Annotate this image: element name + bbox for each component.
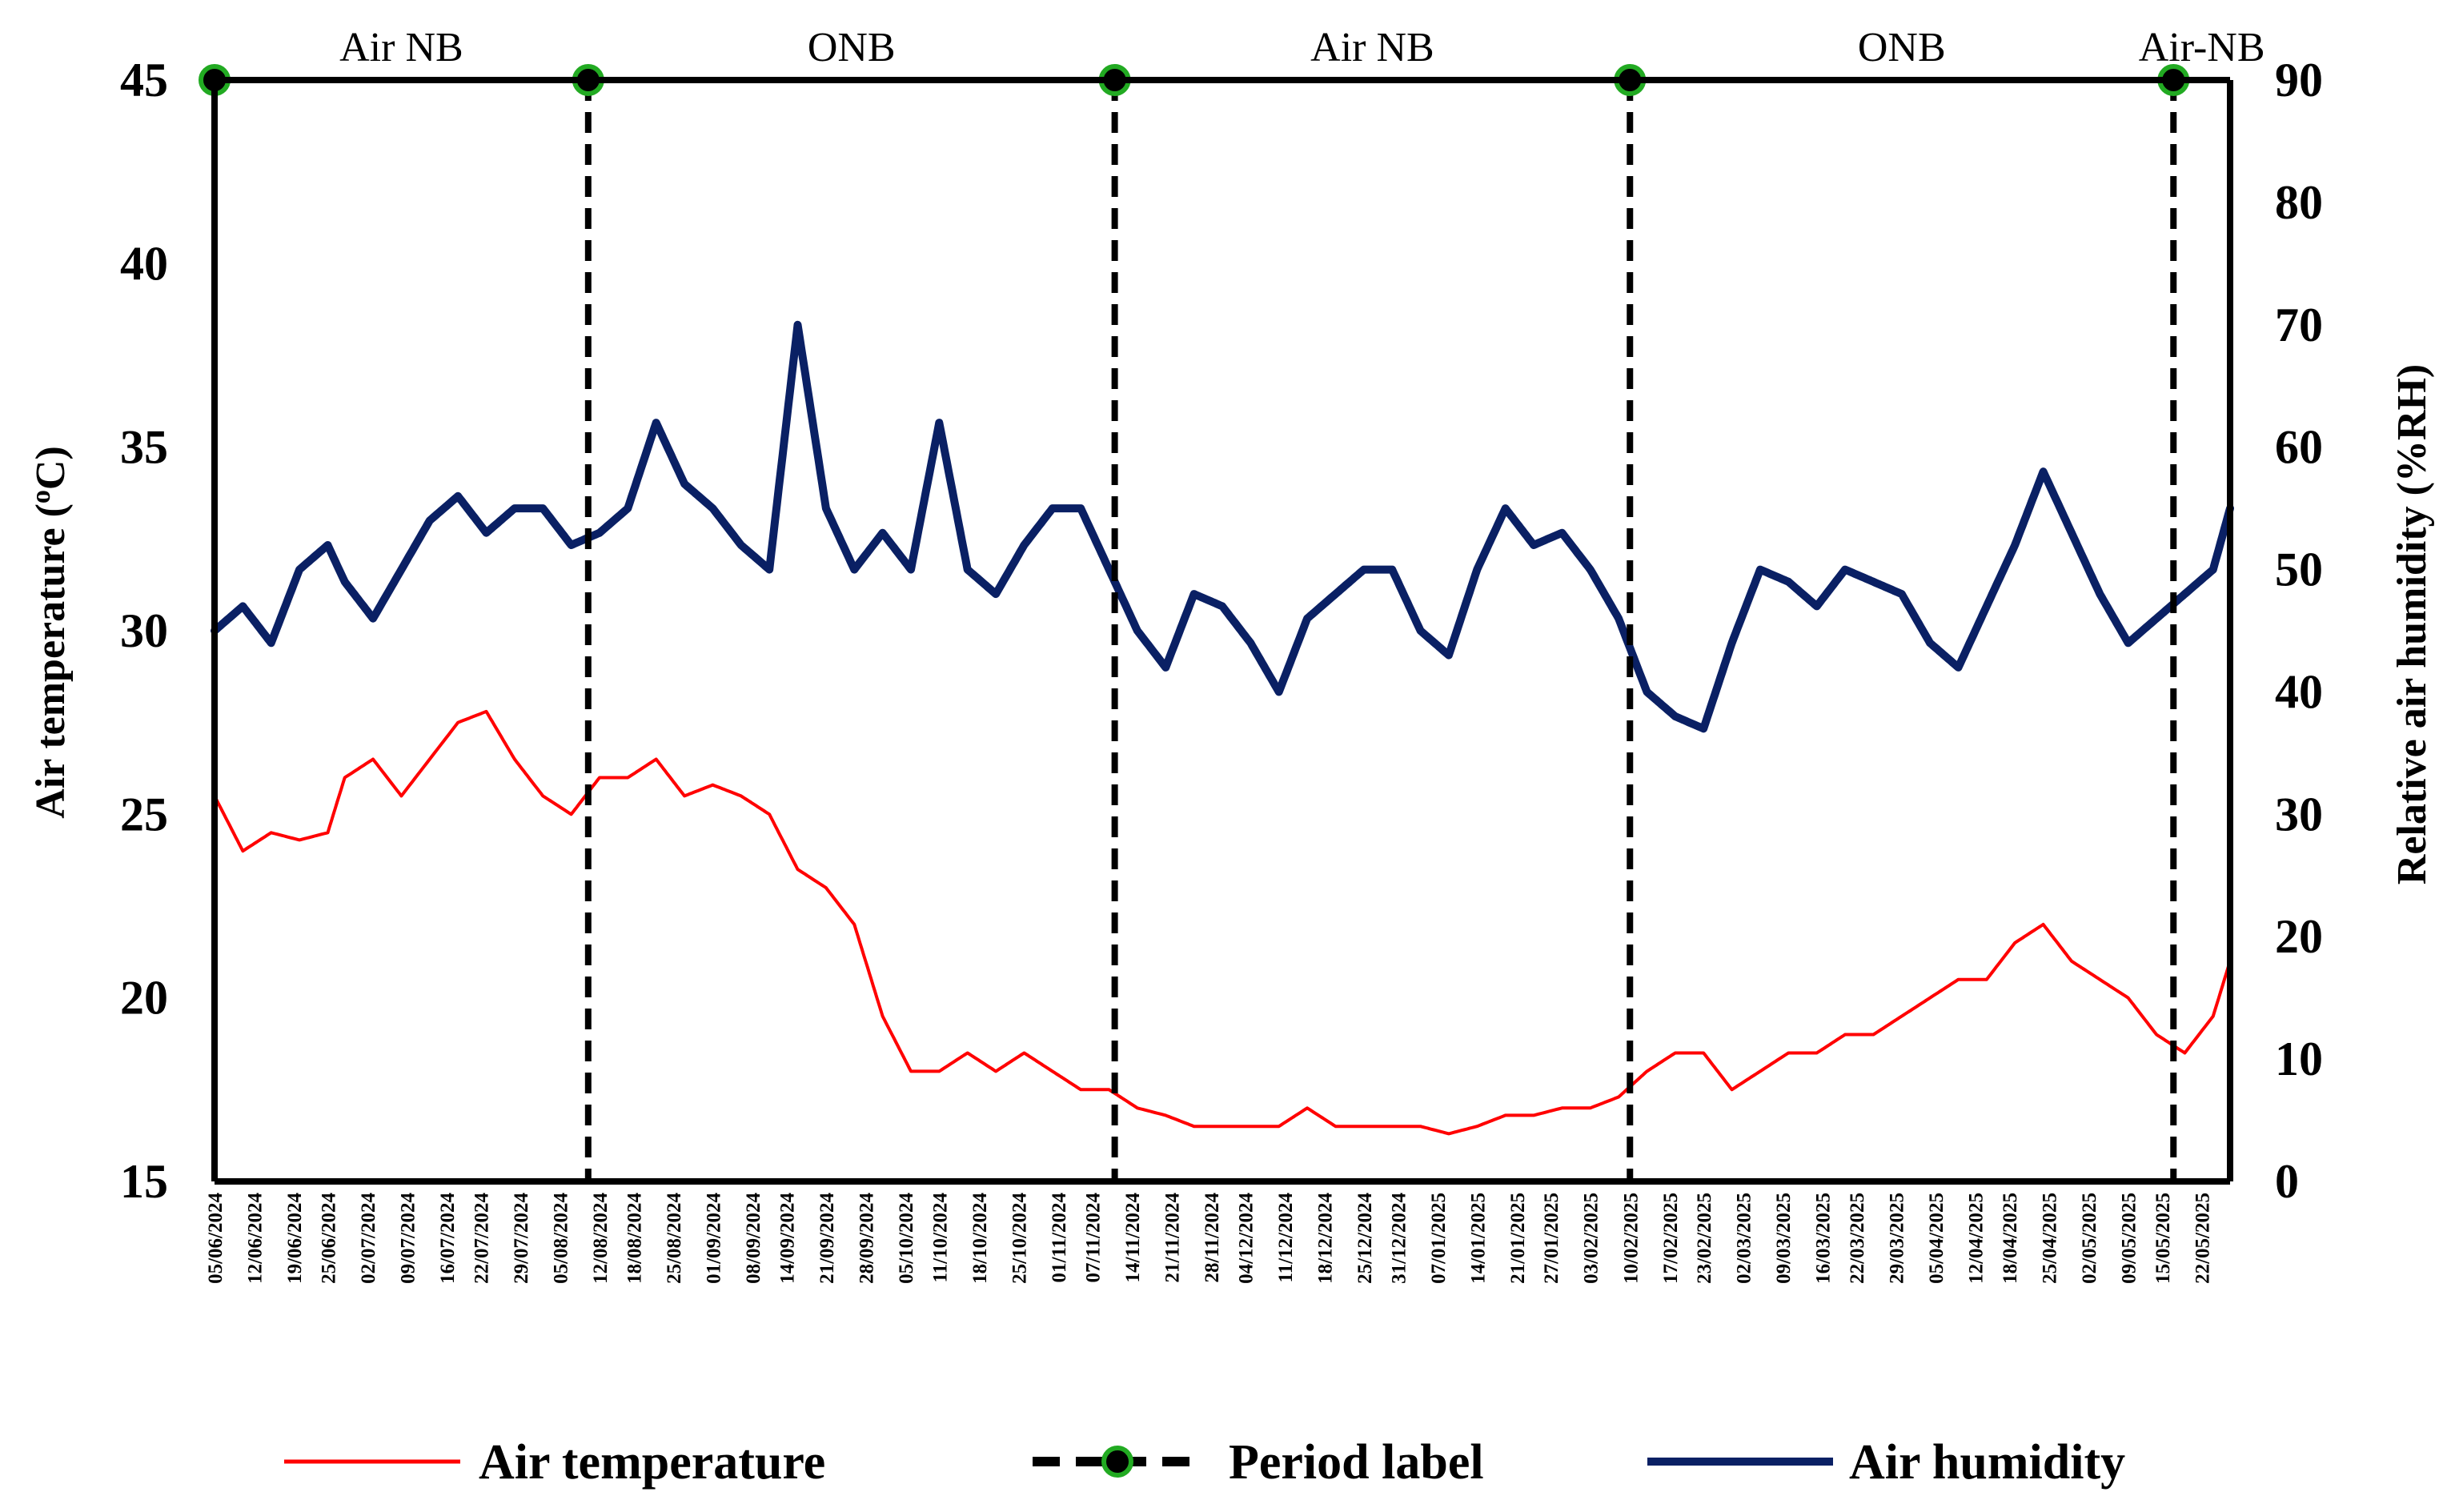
x-tick-label: 21/09/2024 (816, 1193, 838, 1284)
x-tick-label: 11/12/2024 (1275, 1193, 1297, 1283)
x-tick-label: 04/12/2024 (1235, 1193, 1257, 1284)
x-tick-label: 18/04/2025 (2000, 1193, 2021, 1284)
x-tick-label: 28/11/2024 (1201, 1193, 1223, 1283)
x-tick-label: 16/03/2025 (1813, 1193, 1835, 1284)
x-tick-label: 02/03/2025 (1734, 1193, 1755, 1284)
y-left-tick-label: 15 (120, 1155, 168, 1208)
y-right-tick-label: 0 (2275, 1155, 2299, 1208)
legend-label-period-label: Period label (1229, 1435, 1484, 1490)
x-tick-label: 23/02/2025 (1694, 1193, 1715, 1284)
x-tick-label: 27/01/2025 (1541, 1193, 1562, 1284)
x-tick-label: 05/04/2025 (1926, 1193, 1948, 1284)
x-tick-label: 28/09/2024 (856, 1193, 877, 1284)
y-left-tick-label: 25 (120, 788, 168, 840)
x-tick-label: 22/07/2024 (471, 1193, 492, 1284)
x-tick-label: 07/11/2024 (1082, 1193, 1104, 1283)
x-tick-label: 09/05/2025 (2119, 1193, 2140, 1284)
y-left-tick-label: 35 (120, 421, 168, 474)
x-tick-label: 21/01/2025 (1507, 1193, 1529, 1284)
period-label: Air-NB (2139, 25, 2265, 70)
x-tick-label: 25/12/2024 (1354, 1193, 1376, 1284)
x-tick-label: 18/10/2024 (969, 1193, 991, 1284)
x-tick-label: 12/06/2024 (245, 1193, 267, 1284)
y-right-tick-label: 10 (2275, 1033, 2323, 1085)
y-right-tick-label: 50 (2275, 543, 2323, 596)
x-tick-label: 05/06/2024 (205, 1193, 227, 1284)
x-tick-label: 25/04/2025 (2040, 1193, 2061, 1284)
x-tick-label: 14/01/2025 (1467, 1193, 1489, 1284)
x-tick-label: 03/02/2025 (1581, 1193, 1603, 1284)
y-right-tick-label: 70 (2275, 299, 2323, 351)
legend: Air temperature Period label Air humidity (284, 1435, 2125, 1490)
y-tick-labels: 15 20 25 30 35 40 45 0 10 20 30 40 50 60 70 80 90 (120, 54, 2323, 1208)
x-tick-label: 18/12/2024 (1314, 1193, 1336, 1284)
series-line-air-temperature (213, 709, 2232, 1136)
x-tick-label: 02/07/2024 (358, 1193, 379, 1284)
x-tick-label: 09/03/2025 (1773, 1193, 1795, 1284)
x-tick-label: 14/11/2024 (1122, 1193, 1144, 1283)
x-tick-label: 21/11/2024 (1161, 1193, 1183, 1283)
x-tick-label: 22/05/2025 (2192, 1193, 2214, 1284)
x-tick-label: 05/08/2024 (551, 1193, 572, 1284)
y-right-tick-label: 80 (2275, 176, 2323, 229)
x-tick-label: 25/06/2024 (319, 1193, 340, 1284)
series-line-air-humidity (211, 320, 2234, 733)
x-tick-label: 01/11/2024 (1049, 1193, 1070, 1283)
x-tick-label: 29/03/2025 (1887, 1193, 1908, 1284)
x-tick-label: 15/05/2025 (2152, 1193, 2174, 1284)
y-left-tick-label: 40 (120, 237, 168, 290)
x-tick-label: 07/01/2025 (1428, 1193, 1450, 1284)
y-right-tick-label: 90 (2275, 54, 2323, 106)
x-tick-label: 10/02/2025 (1620, 1193, 1642, 1284)
x-tick-label: 14/09/2024 (776, 1193, 798, 1284)
x-tick-label: 05/10/2024 (896, 1193, 917, 1284)
x-tick-label: 08/09/2024 (743, 1193, 764, 1284)
period-label: Air NB (339, 25, 463, 70)
x-tick-label: 25/10/2024 (1009, 1193, 1030, 1284)
y-left-tick-label: 45 (120, 54, 168, 106)
y-left-tick-label: 20 (120, 972, 168, 1025)
x-tick-label: 31/12/2024 (1388, 1193, 1410, 1284)
x-tick-label: 12/04/2025 (1966, 1193, 1988, 1284)
legend-label-air-temperature: Air temperature (479, 1435, 825, 1490)
y-axis-right-title: Relative air humidity (%RH) (2389, 364, 2435, 884)
x-tick-label: 02/05/2025 (2079, 1193, 2100, 1284)
legend-marker-period-label (1101, 1446, 1133, 1478)
y-left-tick-label: 30 (120, 604, 168, 657)
x-tick-label: 25/08/2024 (664, 1193, 685, 1284)
legend-label-air-humidity: Air humidity (1849, 1435, 2125, 1490)
y-axis-left-title: Air temperature (oC) (26, 446, 74, 819)
x-tick-label: 11/10/2024 (929, 1193, 951, 1283)
x-tick-label: 01/09/2024 (703, 1193, 724, 1284)
x-tick-label: 16/07/2024 (437, 1193, 459, 1284)
plot-frame (211, 77, 2233, 1185)
period-label: ONB (1858, 25, 1946, 70)
period-layer: Air NB ONB Air NB ONB Air-NB (199, 25, 2265, 1181)
x-tick-labels: 05/06/2024 12/06/2024 19/06/2024 25/06/2024… (205, 1193, 2214, 1284)
x-tick-label: 19/06/2024 (284, 1193, 306, 1284)
x-tick-label: 12/08/2024 (590, 1193, 612, 1284)
y-right-tick-label: 40 (2275, 665, 2323, 718)
x-tick-label: 09/07/2024 (398, 1193, 419, 1284)
x-tick-label: 18/08/2024 (624, 1193, 645, 1284)
x-tick-label: 22/03/2025 (1847, 1193, 1868, 1284)
period-label: ONB (808, 25, 896, 70)
series-layer (211, 320, 2234, 1136)
x-tick-label: 17/02/2025 (1660, 1193, 1682, 1284)
y-right-tick-label: 30 (2275, 788, 2323, 840)
y-right-tick-label: 20 (2275, 910, 2323, 963)
x-tick-label: 29/07/2024 (511, 1193, 532, 1284)
period-label: Air NB (1310, 25, 1434, 70)
y-right-tick-label: 60 (2275, 421, 2323, 474)
